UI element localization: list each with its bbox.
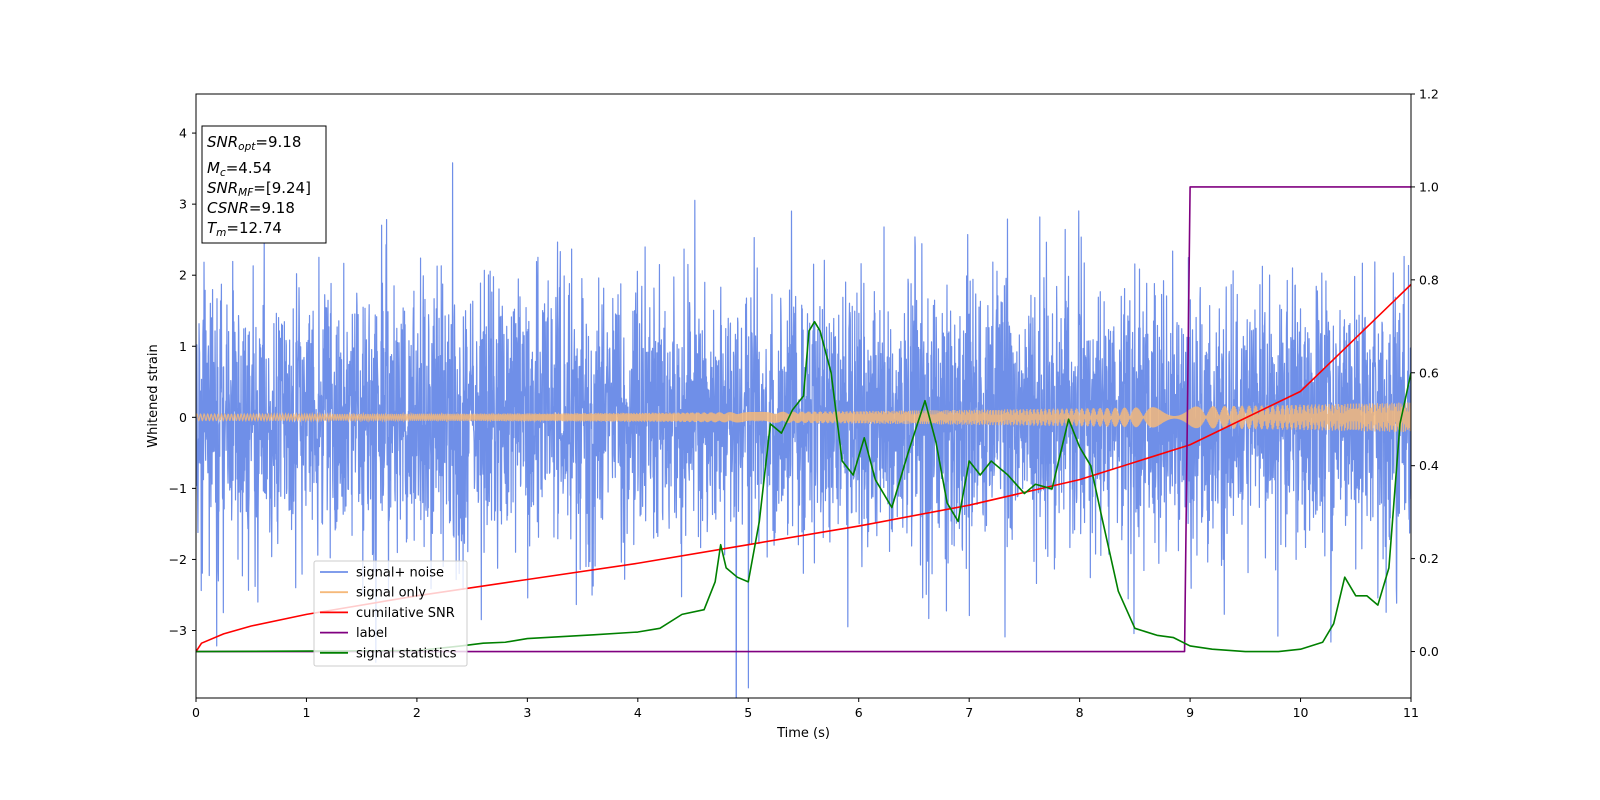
x-tick-label: 8	[1076, 705, 1084, 720]
y-right-tick-label: 0.2	[1419, 551, 1439, 566]
axes-layer: 0 1 2 3 4 5 6 7 8 9 10 11 −3 −2 −1 0 1 2 3 4 0.0 0.2 0.4 0.6 0.8…	[169, 87, 1439, 721]
info-line: SNRopt=9.18	[207, 133, 301, 153]
info-line: CSNR=9.18	[207, 199, 295, 217]
y-left-tick-label: −1	[169, 481, 187, 496]
x-tick-label: 9	[1186, 705, 1194, 720]
y-left-tick-label: 2	[179, 268, 187, 283]
series-signal-only-line	[196, 402, 1411, 433]
y-right-tick-label: 0.8	[1419, 272, 1439, 287]
legend: signal+ noise signal only cumilative SNR la…	[313, 560, 468, 667]
info-box-frame	[201, 125, 327, 244]
x-tick-label: 6	[855, 705, 863, 720]
y-left-tick-label: 1	[179, 339, 187, 354]
x-tick-label: 4	[634, 705, 642, 720]
info-line: Tm=12.74	[207, 219, 282, 239]
x-tick-label: 7	[965, 705, 973, 720]
x-tick-label: 1	[302, 705, 310, 720]
series-signal-noise-line	[196, 162, 1411, 698]
y-right-tick-label: 1.2	[1419, 87, 1439, 102]
x-tick-label: 10	[1293, 705, 1309, 720]
legend-label: signal statistics	[356, 646, 457, 661]
legend-label: label	[356, 626, 387, 641]
series-label-line	[196, 186, 1411, 653]
x-tick-label: 2	[413, 705, 421, 720]
x-tick-label: 11	[1403, 705, 1419, 720]
plot-frame	[195, 93, 1412, 699]
y-left-tick-label: 0	[179, 410, 187, 425]
y-right-tick-label: 0.6	[1419, 365, 1439, 380]
info-line: Mc=4.54	[207, 159, 272, 179]
x-tick-label: 0	[192, 705, 200, 720]
series-layer	[196, 162, 1411, 698]
y-left-tick-label: 3	[179, 197, 187, 212]
y-left-tick-label: −2	[169, 552, 187, 567]
legend-frame	[313, 560, 468, 667]
y-right-tick-label: 0.4	[1419, 458, 1439, 473]
y-left-tick-label: 4	[179, 126, 187, 141]
legend-label: signal+ noise	[356, 566, 444, 581]
y-axis-label-left: Whitened strain	[146, 344, 161, 447]
legend-label: signal only	[356, 586, 426, 601]
info-line: SNRMF=[9.24]	[207, 179, 311, 199]
y-right-tick-label: 0.0	[1419, 644, 1439, 659]
y-left-tick-label: −3	[169, 623, 187, 638]
x-tick-label: 5	[744, 705, 752, 720]
x-tick-label: 3	[523, 705, 531, 720]
legend-label: cumilative SNR	[356, 606, 455, 621]
series-cumilative-snr-line	[196, 283, 1411, 652]
series-signal-statistics-line	[196, 320, 1411, 653]
y-right-tick-label: 1.0	[1419, 179, 1439, 194]
x-axis-label: Time (s)	[776, 726, 830, 741]
